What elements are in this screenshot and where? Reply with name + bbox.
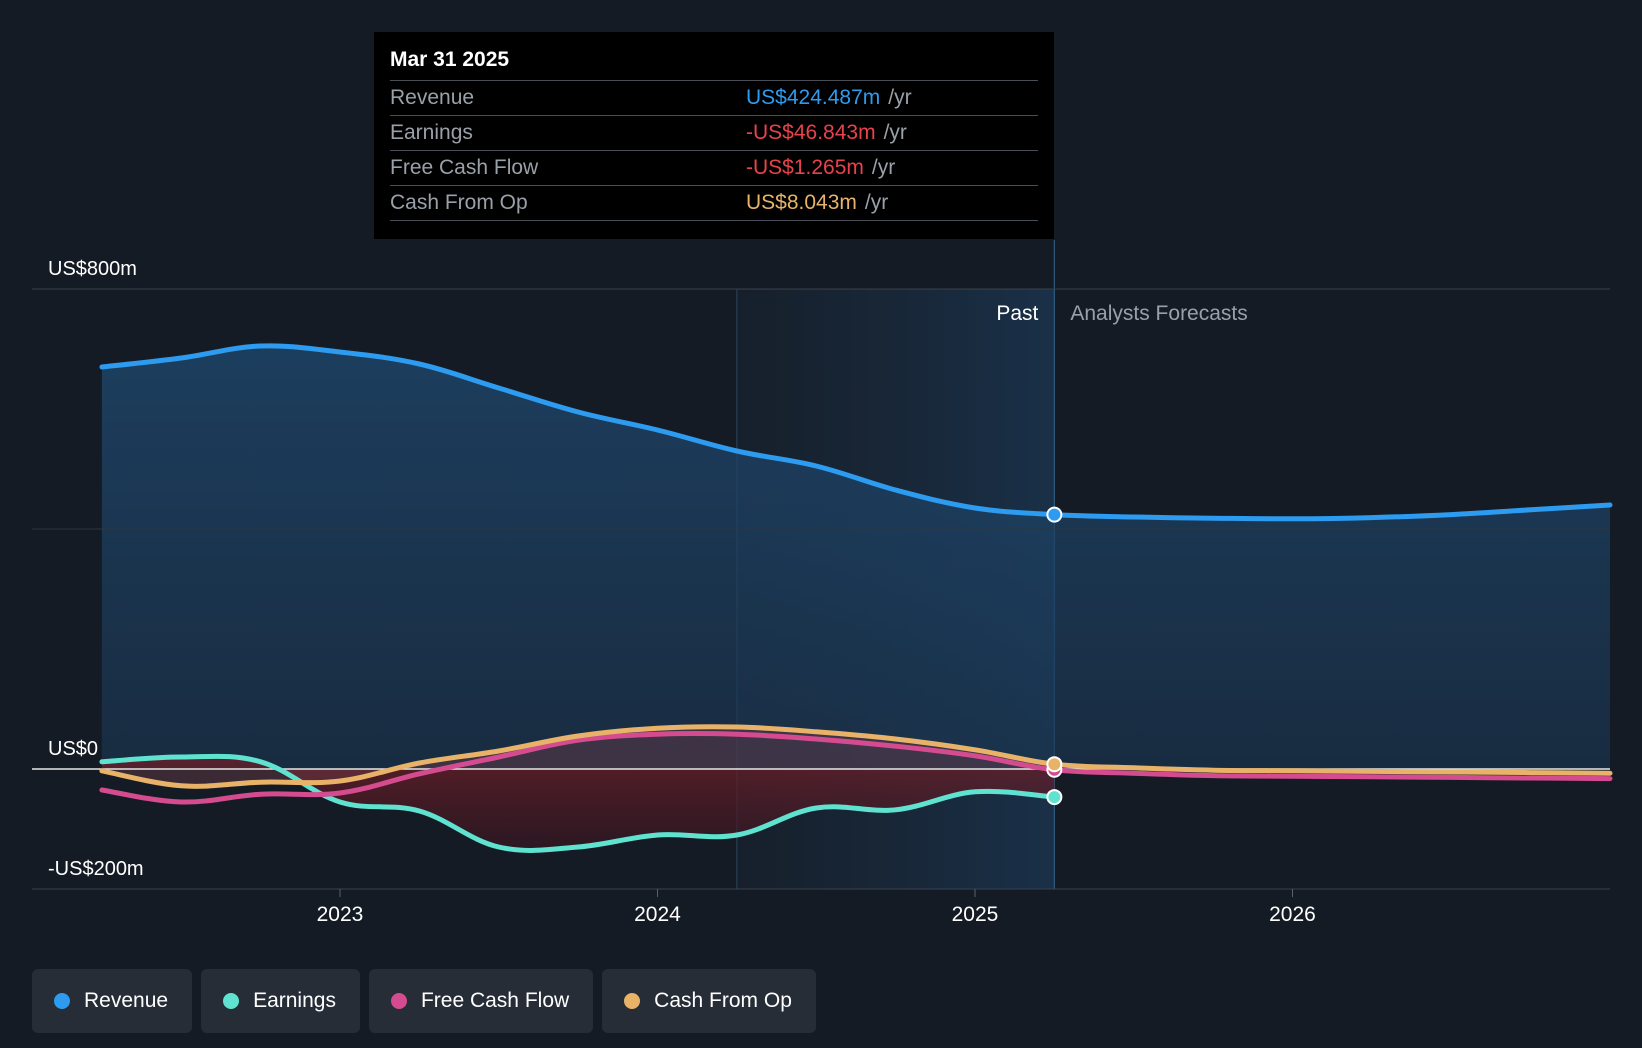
tooltip: Mar 31 2025 Revenue US$424.487m /yr Earn… — [374, 32, 1054, 239]
x-tick-label: 2023 — [317, 903, 364, 926]
cash-from-op-area — [101, 726, 1055, 787]
tooltip-unit: /yr — [883, 121, 907, 144]
legend-label: Cash From Op — [654, 989, 792, 1012]
cash-from-op-marker — [1046, 756, 1063, 773]
legend-item-cash-from-op[interactable]: Cash From Op — [602, 969, 816, 1033]
tooltip-value: US$8.043m — [746, 191, 857, 214]
revenue-dot-icon — [54, 993, 70, 1009]
y-tick-label: -US$200m — [48, 858, 144, 880]
tooltip-label: Free Cash Flow — [390, 156, 539, 179]
y-tick-label: US$800m — [48, 258, 137, 280]
earnings-dot-icon — [223, 993, 240, 1009]
legend-item-earnings[interactable]: Earnings — [201, 969, 360, 1033]
x-tick-label: 2026 — [1269, 903, 1316, 926]
cash-from-op-dot-icon — [624, 993, 641, 1009]
past-label: Past — [996, 302, 1038, 325]
revenue-area — [101, 345, 1611, 769]
tooltip-unit: /yr — [871, 156, 896, 179]
legend-label: Revenue — [84, 989, 169, 1012]
earnings-line — [99, 753, 1057, 853]
tooltip-unit: /yr — [864, 191, 889, 214]
earnings-marker — [1046, 789, 1063, 806]
x-tick-label: 2025 — [952, 903, 999, 926]
revenue-line — [99, 343, 1613, 522]
x-tick-label: 2024 — [634, 903, 681, 926]
tooltip-unit: /yr — [888, 86, 912, 109]
tooltip-value: -US$46.843m — [746, 121, 876, 144]
cash-from-op-line — [99, 724, 1613, 789]
legend-item-free-cash-flow[interactable]: Free Cash Flow — [368, 969, 594, 1033]
tooltip-value: -US$1.265m — [746, 156, 864, 179]
tooltip-label: Cash From Op — [390, 191, 528, 214]
tooltip-row-earnings: Earnings -US$46.843m /yr — [390, 115, 1038, 150]
free-cash-flow-dot-icon — [390, 993, 407, 1009]
tooltip-row-cash-from-op: Cash From Op US$8.043m /yr — [390, 185, 1038, 221]
tooltip-label: Revenue — [390, 86, 475, 109]
y-tick-label: US$0 — [48, 738, 98, 760]
legend-item-revenue[interactable]: Revenue — [32, 969, 193, 1033]
legend-label: Free Cash Flow — [420, 989, 570, 1012]
tooltip-row-free-cash-flow: Free Cash Flow -US$1.265m /yr — [390, 150, 1038, 185]
tooltip-row-revenue: Revenue US$424.487m /yr — [390, 80, 1038, 115]
revenue-marker — [1046, 506, 1063, 523]
tooltip-label: Earnings — [390, 121, 473, 144]
tooltip-value: US$424.487m — [746, 86, 881, 109]
legend-label: Earnings — [253, 989, 336, 1012]
tooltip-date: Mar 31 2025 — [390, 48, 510, 71]
free-cash-flow-line — [99, 730, 1613, 805]
legend: Revenue Earnings Free Cash Flow Cash Fro… — [32, 969, 816, 1033]
forecast-label: Analysts Forecasts — [1070, 302, 1247, 325]
